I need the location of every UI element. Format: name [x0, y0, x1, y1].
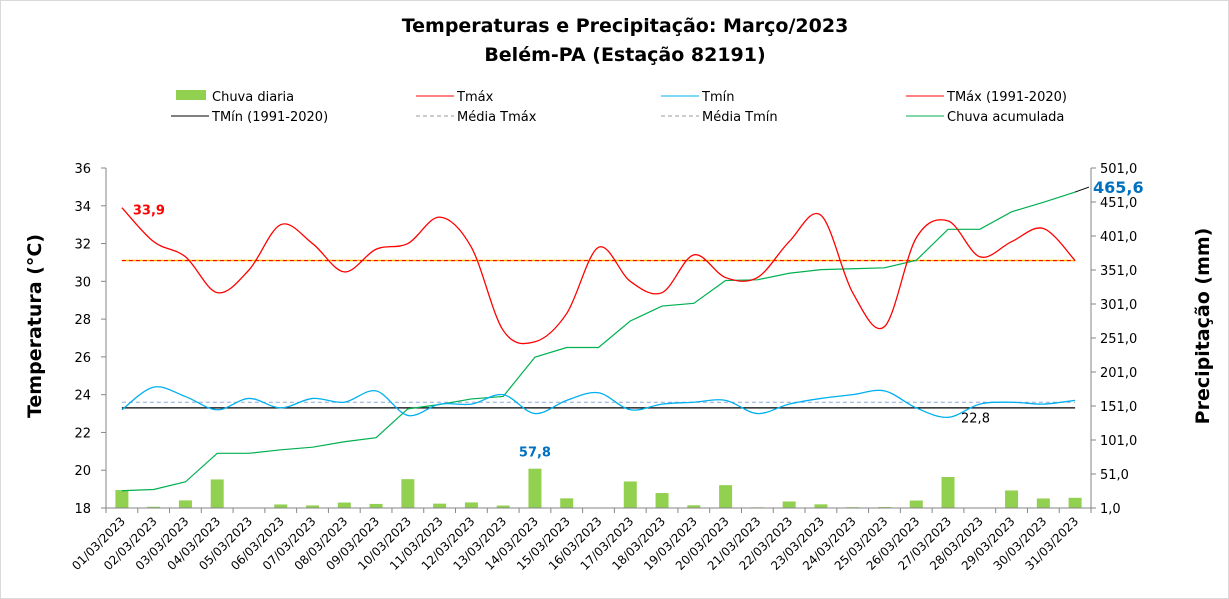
- chart-subtitle: Belém-PA (Estação 82191): [484, 44, 765, 66]
- bar-chuva-diaria: [1005, 490, 1019, 508]
- y2-tick-label: 51,0: [1100, 468, 1129, 483]
- y2-tick-label: 201,0: [1100, 366, 1137, 381]
- label-acumulada: 465,6: [1093, 178, 1144, 197]
- y2-axis-title: Precipitação (mm): [1192, 228, 1214, 425]
- bar-chuva-diaria: [178, 500, 192, 508]
- legend-item: TMín (1991-2020): [171, 110, 328, 125]
- tmax-line: [121, 207, 1076, 345]
- y-tick-label: 30: [74, 275, 91, 290]
- bar-chuva-diaria: [401, 479, 415, 508]
- legend-item: Tmáx: [416, 90, 494, 105]
- bar-chuva-diaria: [1068, 497, 1082, 508]
- legend-item: Chuva acumulada: [906, 110, 1064, 125]
- bar-chuva-diaria: [560, 498, 574, 508]
- y2-tick-label: 301,0: [1100, 298, 1137, 313]
- legend-label: Média Tmáx: [457, 110, 537, 125]
- legend-label: Média Tmín: [702, 110, 778, 125]
- legend-item: Chuva diaria: [176, 90, 294, 105]
- y-tick-label: 34: [74, 200, 91, 215]
- bar-chuva-diaria: [496, 505, 510, 508]
- label-tmax-first: 33,9: [133, 204, 165, 219]
- label-acumulada-leader: [1074, 186, 1090, 193]
- bar-chuva-diaria: [115, 490, 129, 508]
- bar-chuva-diaria: [274, 504, 288, 508]
- y-axis-title: Temperatura (°C): [24, 234, 46, 418]
- y-tick-label: 22: [74, 426, 91, 441]
- legend-label: TMáx (1991-2020): [946, 90, 1067, 105]
- legend-swatch: [176, 90, 206, 100]
- y2-tick-label: 451,0: [1100, 196, 1137, 211]
- y2-tick-label: 1,0: [1100, 502, 1121, 517]
- bar-chuva-diaria: [369, 503, 383, 508]
- chuva-acumulada-line: [121, 191, 1076, 492]
- y-tick-label: 36: [74, 162, 91, 177]
- y-tick-label: 24: [74, 389, 91, 404]
- bar-chuva-diaria: [941, 476, 955, 508]
- y2-tick-label: 101,0: [1100, 434, 1137, 449]
- bar-chuva-diaria: [782, 501, 796, 508]
- bar-chuva-diaria: [528, 468, 542, 508]
- y2-tick-label: 351,0: [1100, 264, 1137, 279]
- y2-tick-label: 501,0: [1100, 162, 1137, 177]
- y-tick-label: 18: [74, 502, 91, 517]
- bar-chuva-diaria: [687, 505, 701, 508]
- y-tick-label: 32: [74, 238, 91, 253]
- y-tick-label: 20: [74, 464, 91, 479]
- legend-item: Média Tmín: [661, 110, 778, 125]
- bar-chuva-diaria: [306, 505, 320, 508]
- bar-chuva-diaria: [337, 502, 351, 508]
- bar-chuva-diaria: [814, 504, 828, 508]
- label-chuva-max: 57,8: [519, 446, 551, 461]
- bar-chuva-diaria: [210, 479, 224, 508]
- legend-label: Tmín: [701, 90, 734, 105]
- legend-label: Tmáx: [456, 90, 494, 105]
- legend: Chuva diaria Tmáx Tmín TMáx (1991-2020) TMín…: [171, 90, 1067, 125]
- chart-title: Temperaturas e Precipitação: Março/2023: [402, 15, 849, 37]
- bar-chuva-diaria: [1036, 498, 1050, 508]
- y-tick-label: 26: [74, 351, 91, 366]
- y-tick-label: 28: [74, 313, 91, 328]
- bar-chuva-diaria: [719, 485, 733, 508]
- bar-chuva-diaria: [909, 500, 923, 508]
- legend-label: Chuva acumulada: [947, 110, 1064, 125]
- bar-chuva-diaria: [655, 493, 669, 508]
- bar-chuva-diaria: [433, 503, 447, 508]
- y2-tick-label: 401,0: [1100, 230, 1137, 245]
- tmin-line: [121, 386, 1076, 418]
- legend-item: Média Tmáx: [416, 110, 537, 125]
- bar-chuva-diaria: [623, 481, 637, 508]
- legend-item: TMáx (1991-2020): [906, 90, 1067, 105]
- y2-tick-label: 251,0: [1100, 332, 1137, 347]
- label-tmin-min: 22,8: [961, 411, 990, 426]
- legend-item: Tmín: [661, 90, 734, 105]
- legend-label: TMín (1991-2020): [211, 110, 328, 125]
- bar-chuva-diaria: [147, 506, 161, 508]
- legend-label: Chuva diaria: [212, 90, 294, 105]
- bar-chuva-diaria: [464, 502, 478, 508]
- y2-tick-label: 151,0: [1100, 400, 1137, 415]
